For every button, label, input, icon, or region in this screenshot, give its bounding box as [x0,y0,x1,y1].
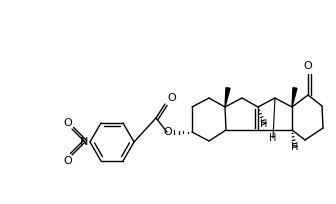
Text: O: O [64,118,72,128]
Text: O: O [304,61,312,71]
Text: N: N [80,137,88,147]
Polygon shape [225,88,230,107]
Text: H: H [269,133,277,143]
Text: O: O [163,127,172,137]
Text: O: O [64,156,72,166]
Text: H: H [291,142,299,152]
Text: H: H [260,119,268,129]
Polygon shape [292,88,297,107]
Text: O: O [167,93,176,103]
